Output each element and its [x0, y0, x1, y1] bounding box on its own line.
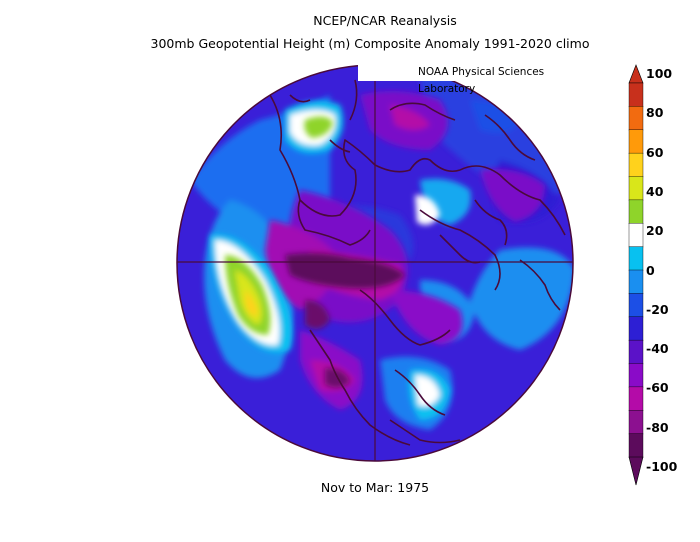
- credit-label: NOAA Physical Sciences Laboratory: [358, 64, 573, 95]
- colorbar-tick-label: -60: [646, 380, 669, 396]
- colorbar-tick-label: -100: [646, 459, 678, 474]
- colorbar-segment: [628, 82, 644, 108]
- colorbar-segment: [628, 223, 644, 248]
- colorbar-segment: [628, 106, 644, 131]
- colorbar-top-arrow: [628, 64, 644, 84]
- colorbar-tick-label: -80: [646, 419, 669, 435]
- title-line-1: NCEP/NCAR Reanalysis: [313, 13, 457, 28]
- title-line-2: 300mb Geopotential Height (m) Composite …: [150, 36, 590, 51]
- colorbar-segment: [628, 152, 644, 178]
- colorbar-segment: [628, 410, 644, 435]
- colorbar-segment: [628, 246, 644, 271]
- colorbar-segment: [628, 176, 644, 201]
- colorbar-segment: [628, 199, 644, 224]
- colorbar: [628, 64, 644, 486]
- colorbar-segment: [628, 363, 644, 388]
- colorbar-segment: [628, 293, 644, 318]
- colorbar-segment: [628, 316, 644, 341]
- colorbar-tick-label: 20: [646, 223, 664, 239]
- colorbar-segment: [628, 269, 644, 295]
- colorbar-tick-label: -40: [646, 341, 669, 357]
- colorbar-tick-label: -20: [646, 301, 669, 317]
- colorbar-segment: [628, 433, 644, 458]
- colorbar-segment: [628, 386, 644, 411]
- colorbar-tick-label: 40: [646, 183, 664, 199]
- colorbar-tick-label: 100: [646, 66, 673, 81]
- colorbar-tick-label: 60: [646, 144, 664, 160]
- period-caption: Nov to Mar: 1975: [320, 480, 430, 495]
- colorbar-tick-label: 0: [646, 262, 655, 278]
- anomaly-field: [177, 65, 573, 461]
- colorbar-segment: [628, 339, 644, 365]
- colorbar-segment: [628, 129, 644, 154]
- colorbar-tick-label: 80: [646, 105, 664, 121]
- colorbar-bottom-arrow: [628, 456, 644, 486]
